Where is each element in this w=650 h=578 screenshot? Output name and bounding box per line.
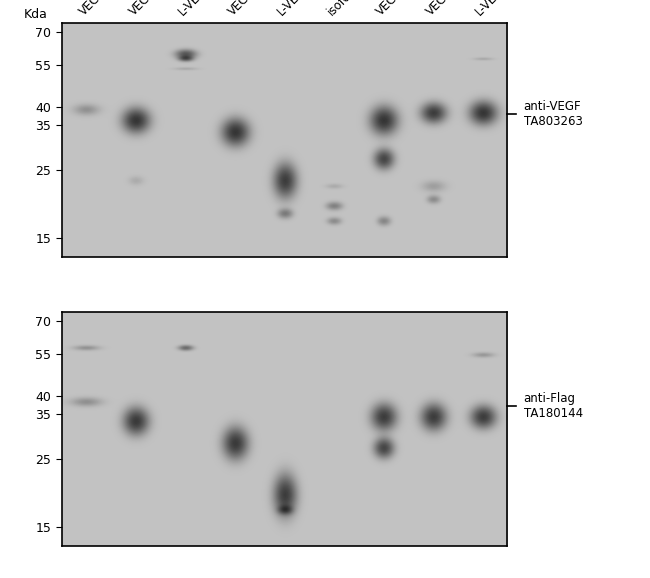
Text: anti-VEGF
TA803263: anti-VEGF TA803263 xyxy=(524,100,582,128)
Text: Kda: Kda xyxy=(24,8,48,21)
Text: anti-Flag
TA180144: anti-Flag TA180144 xyxy=(524,392,583,421)
